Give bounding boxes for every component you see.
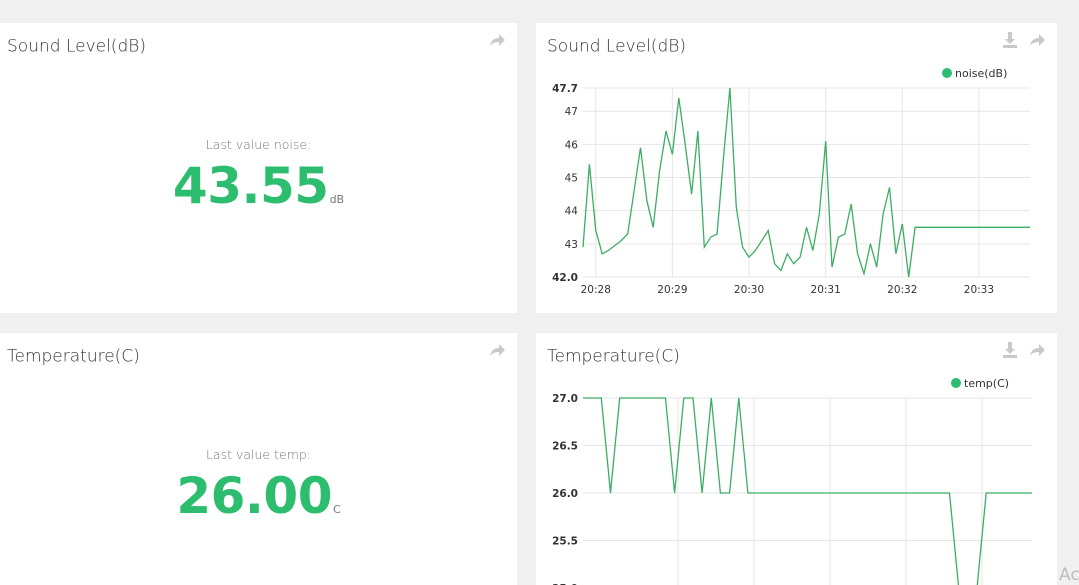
share-icon[interactable] [1028, 32, 1046, 48]
y-tick-label: 46 [565, 139, 579, 151]
y-tick-label: 45 [565, 173, 578, 185]
chart-gridlines [583, 397, 1032, 585]
last-value-display: 26.00C [0, 467, 517, 525]
last-value-number: 26.00 [176, 467, 332, 525]
y-axis-ticks: 47.7 47 46 45 44 43 42.0 [552, 83, 578, 284]
y-tick-label: 26.0 [552, 488, 578, 500]
y-tick-label: 47 [565, 106, 578, 118]
last-value-number: 43.55 [172, 157, 329, 215]
temp-value-panel: Temperature(C) Last value temp: 26.00C [0, 333, 517, 585]
y-tick-label: 26.5 [552, 441, 578, 453]
legend-marker [942, 68, 952, 78]
panel-title: Temperature(C) [547, 346, 680, 367]
download-icon[interactable] [1001, 31, 1019, 48]
sound-chart-panel: Sound Level(dB) 47.7 47 46 45 44 43 42.0 20:28… [536, 23, 1057, 313]
x-tick-label: 20:32 [887, 284, 917, 296]
last-value-label: Last value noise: [205, 137, 312, 152]
x-tick-label: 20:31 [811, 284, 841, 296]
y-axis-ticks: 27.0 26.5 26.0 25.5 25.0 [552, 393, 578, 585]
share-icon[interactable] [488, 32, 506, 48]
y-tick-label: 42.0 [552, 272, 578, 284]
temp-line-chart: 27.0 26.5 26.0 25.5 25.0 temp(C) [552, 377, 1032, 585]
x-tick-label: 20:30 [734, 284, 764, 296]
legend-marker [951, 378, 961, 388]
y-tick-label: 27.0 [552, 393, 578, 405]
partial-watermark-text: Ac [1059, 565, 1079, 585]
legend-label: noise(dB) [955, 67, 1007, 80]
y-tick-label: 43 [565, 239, 578, 251]
y-tick-label: 25.0 [552, 583, 578, 585]
temp-chart-panel: Temperature(C) 27.0 26.5 26.0 25.5 25.0 temp… [536, 333, 1057, 585]
last-value-display: 43.55dB [0, 157, 517, 215]
panel-title: Temperature(C) [7, 346, 140, 367]
legend-label: temp(C) [964, 377, 1009, 390]
panel-title: Sound Level(dB) [547, 36, 686, 57]
chart-gridlines [583, 87, 1030, 278]
last-value-unit: C [332, 503, 341, 516]
last-value-label: Last value temp: [205, 447, 312, 462]
temp-series-line [583, 397, 1032, 585]
share-icon[interactable] [1028, 342, 1046, 358]
y-tick-label: 47.7 [552, 83, 578, 95]
y-tick-label: 25.5 [552, 536, 578, 548]
last-value-unit: dB [329, 193, 345, 206]
sound-value-panel: Sound Level(dB) Last value noise: 43.55d… [0, 23, 517, 313]
x-axis-ticks: 20:28 20:29 20:30 20:31 20:32 20:33 [581, 284, 994, 296]
noise-series-line [582, 87, 1030, 278]
x-tick-label: 20:33 [964, 284, 994, 296]
y-tick-label: 44 [565, 206, 579, 218]
panel-title: Sound Level(dB) [7, 36, 146, 57]
share-icon[interactable] [488, 342, 506, 358]
x-tick-label: 20:29 [657, 284, 687, 296]
x-tick-label: 20:28 [581, 284, 611, 296]
download-icon[interactable] [1001, 341, 1019, 358]
